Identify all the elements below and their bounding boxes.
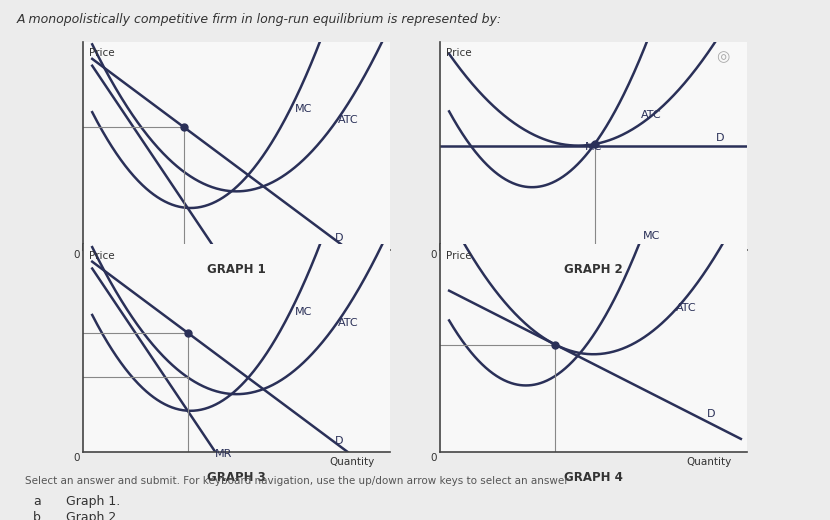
- Text: A monopolistically competitive firm in long-run equilibrium is represented by:: A monopolistically competitive firm in l…: [17, 13, 501, 26]
- Text: GRAPH 4: GRAPH 4: [564, 471, 622, 484]
- Text: Quantity: Quantity: [686, 457, 732, 467]
- Text: D: D: [707, 409, 715, 419]
- Text: MC: MC: [585, 141, 603, 152]
- Text: a: a: [33, 495, 41, 508]
- Text: Select an answer and submit. For keyboard navigation, use the up/down arrow keys: Select an answer and submit. For keyboar…: [25, 476, 569, 486]
- Text: MC: MC: [295, 307, 312, 317]
- Text: D: D: [716, 134, 725, 144]
- Text: Graph 2.: Graph 2.: [66, 511, 120, 520]
- Text: ATC: ATC: [338, 318, 359, 328]
- Text: D: D: [334, 436, 344, 446]
- Text: Price: Price: [89, 251, 115, 261]
- Text: MR: MR: [215, 246, 232, 256]
- Text: 0: 0: [74, 453, 81, 463]
- Text: ATC: ATC: [676, 303, 697, 313]
- Text: 0: 0: [431, 250, 437, 260]
- Text: ATC: ATC: [338, 115, 359, 125]
- Text: Quantity: Quantity: [330, 457, 375, 467]
- Text: D: D: [334, 233, 344, 243]
- Text: ◎: ◎: [715, 49, 729, 63]
- Text: Price: Price: [446, 48, 471, 58]
- Text: b: b: [33, 511, 41, 520]
- Text: Price: Price: [89, 48, 115, 58]
- Text: ATC: ATC: [641, 110, 662, 120]
- Text: MC: MC: [295, 105, 312, 114]
- Text: Price: Price: [446, 251, 471, 261]
- Text: GRAPH 1: GRAPH 1: [208, 263, 266, 276]
- Text: Graph 1.: Graph 1.: [66, 495, 120, 508]
- Text: 0: 0: [431, 453, 437, 463]
- Text: GRAPH 3: GRAPH 3: [208, 471, 266, 484]
- Text: GRAPH 2: GRAPH 2: [564, 263, 622, 276]
- Text: Quantity: Quantity: [330, 254, 375, 264]
- Text: 0: 0: [74, 250, 81, 260]
- Text: MR: MR: [215, 449, 232, 459]
- Text: MC: MC: [642, 231, 660, 241]
- Text: Quantity: Quantity: [686, 254, 732, 264]
